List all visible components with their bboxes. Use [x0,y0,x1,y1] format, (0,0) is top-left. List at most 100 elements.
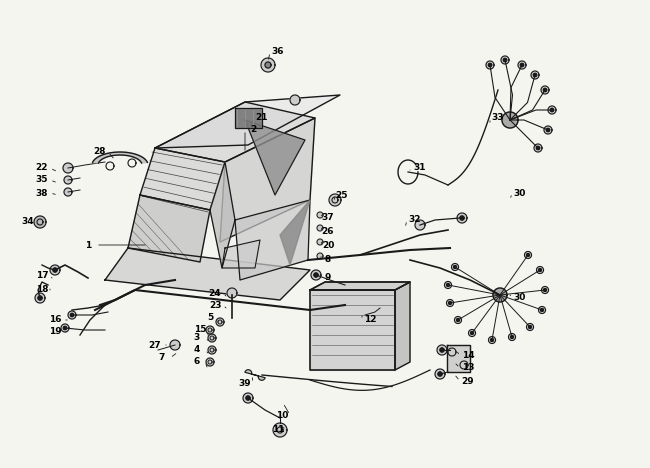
Polygon shape [531,71,539,79]
Polygon shape [521,63,524,66]
Polygon shape [280,200,310,265]
Polygon shape [486,61,494,69]
Polygon shape [543,289,547,292]
Polygon shape [435,369,445,379]
Text: 12: 12 [364,315,376,324]
Polygon shape [447,345,470,372]
Polygon shape [547,128,550,132]
Polygon shape [310,282,410,290]
Polygon shape [317,225,323,231]
Polygon shape [471,332,473,335]
Text: 3: 3 [194,334,200,343]
Polygon shape [544,126,552,134]
Polygon shape [128,195,210,262]
Polygon shape [511,336,514,338]
Polygon shape [438,372,442,376]
Polygon shape [310,290,395,370]
Polygon shape [265,62,271,68]
Polygon shape [447,284,449,286]
Polygon shape [245,120,305,195]
Polygon shape [235,200,310,280]
Polygon shape [216,318,224,326]
Polygon shape [526,323,534,330]
Polygon shape [140,148,225,210]
Polygon shape [508,334,515,341]
Text: 39: 39 [239,379,252,388]
Polygon shape [220,118,315,242]
Polygon shape [536,146,540,150]
Polygon shape [501,56,509,64]
Text: 13: 13 [462,364,474,373]
Polygon shape [541,308,543,311]
Polygon shape [543,88,547,92]
Text: 32: 32 [409,215,421,225]
Polygon shape [70,314,73,316]
Polygon shape [38,296,42,300]
Text: 38: 38 [36,189,48,197]
Polygon shape [222,240,260,268]
Polygon shape [534,73,537,77]
Text: 5: 5 [207,314,213,322]
Polygon shape [493,288,507,302]
Polygon shape [155,95,340,148]
Polygon shape [518,61,526,69]
Text: 29: 29 [462,376,474,386]
Text: 24: 24 [209,288,221,298]
Text: 1: 1 [85,241,91,249]
Polygon shape [261,58,275,72]
Text: 17: 17 [36,271,48,279]
Polygon shape [329,194,341,206]
Polygon shape [245,370,265,380]
Polygon shape [452,263,458,271]
Polygon shape [395,282,410,370]
Polygon shape [273,423,287,437]
Polygon shape [457,213,467,223]
Text: 6: 6 [194,358,200,366]
Text: 25: 25 [336,190,348,199]
Text: 8: 8 [325,256,331,264]
Polygon shape [317,239,323,245]
Text: 14: 14 [462,351,474,360]
Polygon shape [448,301,451,304]
Polygon shape [206,326,214,334]
Polygon shape [469,329,476,336]
Polygon shape [541,86,549,94]
Text: 21: 21 [255,114,268,123]
Polygon shape [526,254,529,256]
Text: 16: 16 [49,315,61,324]
Text: 20: 20 [322,241,334,250]
Polygon shape [235,108,262,128]
Text: 30: 30 [514,293,526,302]
Polygon shape [35,293,45,303]
Polygon shape [61,324,69,332]
Polygon shape [491,339,493,341]
Polygon shape [64,326,66,329]
Text: 15: 15 [194,326,206,335]
Polygon shape [534,144,542,152]
Polygon shape [541,286,549,293]
Polygon shape [539,269,541,271]
Polygon shape [489,336,495,344]
Polygon shape [227,288,237,298]
Polygon shape [456,319,460,322]
Polygon shape [170,340,180,350]
Text: 23: 23 [209,300,221,309]
Polygon shape [311,270,321,280]
Polygon shape [415,220,425,230]
Text: 30: 30 [514,189,526,197]
Text: 9: 9 [325,273,332,283]
Polygon shape [454,316,462,323]
Text: 35: 35 [36,176,48,184]
Polygon shape [445,281,452,288]
Polygon shape [460,216,464,220]
Polygon shape [536,266,543,273]
Polygon shape [50,265,60,275]
Text: 10: 10 [276,410,288,419]
Polygon shape [528,326,532,329]
Polygon shape [210,162,235,268]
Polygon shape [246,396,250,400]
Polygon shape [551,109,554,111]
Text: 19: 19 [49,328,61,336]
Polygon shape [525,251,532,258]
Text: 18: 18 [36,285,48,293]
